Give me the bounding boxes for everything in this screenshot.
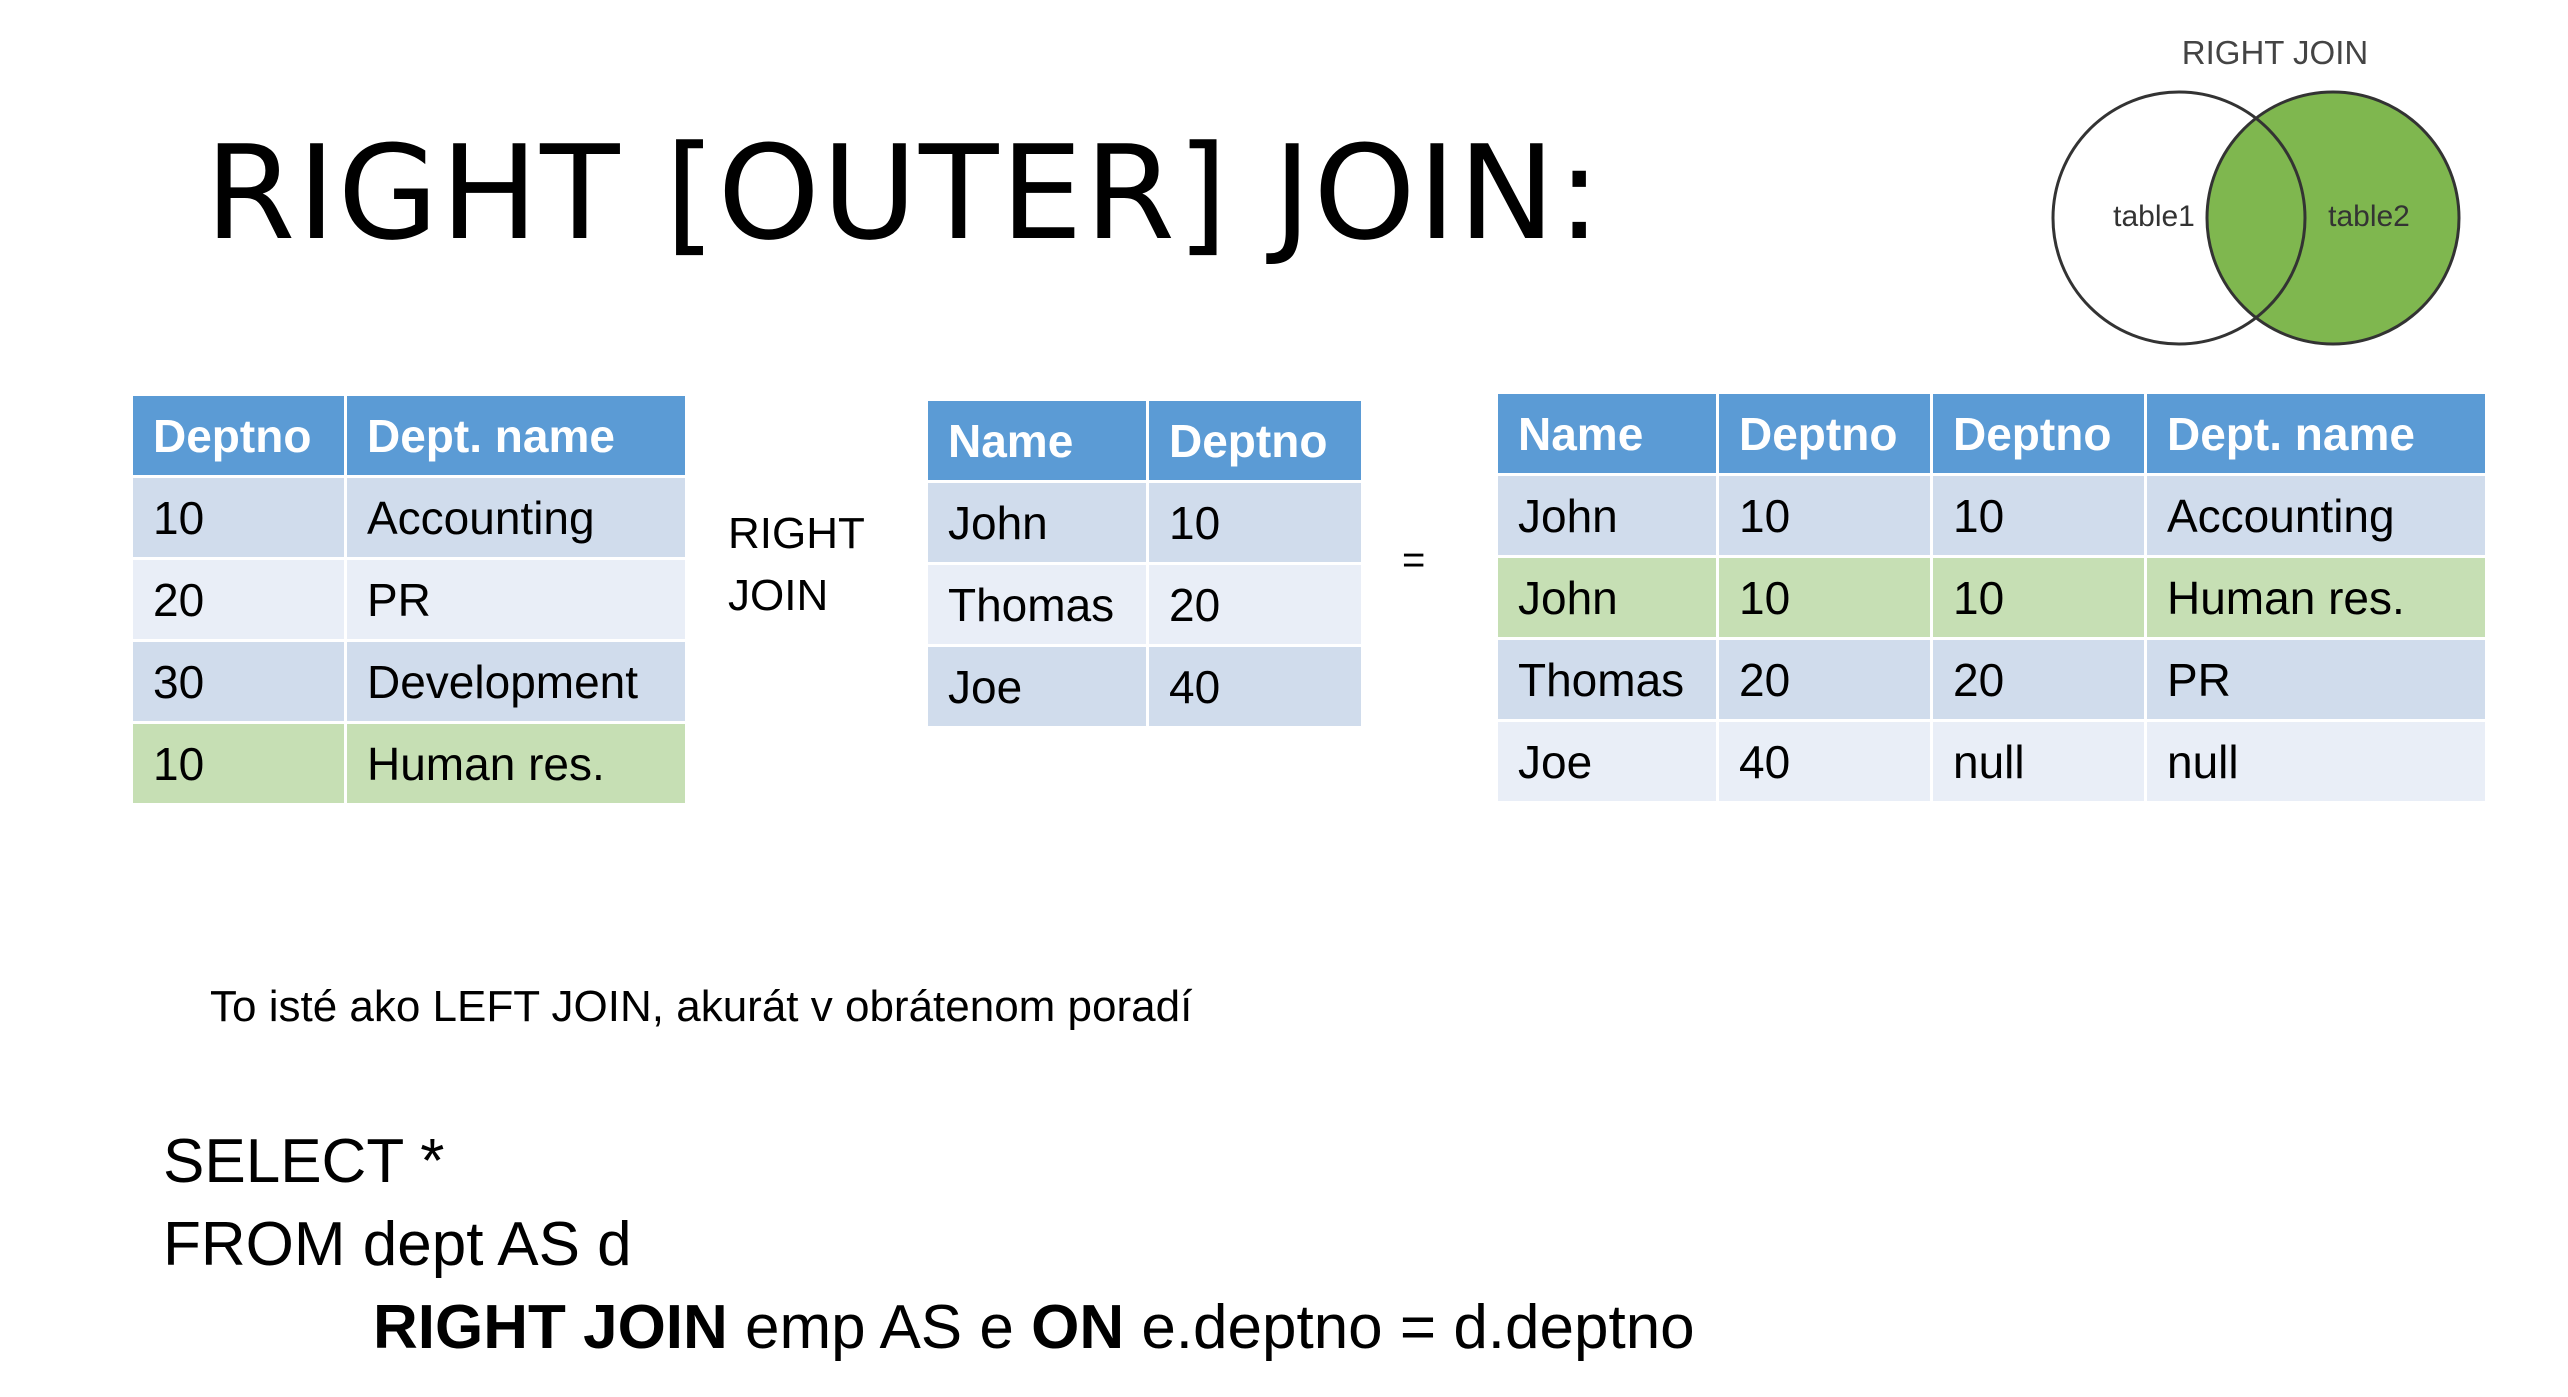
explanation-note: To isté ako LEFT JOIN, akurát v obráteno… (210, 982, 1193, 1031)
sql-line-from: FROM dept AS d (163, 1210, 632, 1279)
table-cell: 10 (1716, 555, 1933, 640)
table-cell: 10 (1146, 480, 1364, 565)
sql-line-select: SELECT * (163, 1127, 445, 1196)
header-cell: Dept. name (344, 393, 688, 478)
result-table: Name Deptno Deptno Dept. name John 10 10… (1495, 391, 2488, 804)
table-cell: Thomas (925, 562, 1149, 647)
header-cell: Name (1495, 391, 1719, 476)
table-cell: 20 (130, 557, 347, 642)
sql-table-emp: emp AS e (727, 1293, 1032, 1362)
table-cell: Thomas (1495, 637, 1719, 722)
table-cell: 20 (1930, 637, 2147, 722)
header-cell: Deptno (130, 393, 347, 478)
operator-line: RIGHT (728, 509, 865, 558)
table-cell: Accounting (344, 475, 688, 560)
table-header-row: Deptno Dept. name (130, 393, 688, 478)
table-row-highlighted: 10 Human res. (130, 721, 688, 806)
venn-right-label: table2 (2328, 200, 2410, 233)
table-cell: 20 (1716, 637, 1933, 722)
table-row: Joe 40 (925, 644, 1364, 729)
table-row: John 10 10 Accounting (1495, 473, 2488, 558)
table-row: Thomas 20 20 PR (1495, 637, 2488, 722)
table-cell: Accounting (2144, 473, 2488, 558)
table-row-highlighted: John 10 10 Human res. (1495, 555, 2488, 640)
table-cell: 40 (1146, 644, 1364, 729)
venn-right-circle (2205, 90, 2461, 346)
table-row: 10 Accounting (130, 475, 688, 560)
table-row: Joe 40 null null (1495, 719, 2488, 804)
table-cell: John (925, 480, 1149, 565)
table-row: Thomas 20 (925, 562, 1364, 647)
venn-left-circle (2051, 90, 2307, 346)
header-cell: Deptno (1716, 391, 1933, 476)
table-cell: Development (344, 639, 688, 724)
sql-keyword-on: ON (1031, 1293, 1125, 1362)
venn-caption: RIGHT JOIN (2181, 34, 2369, 71)
table-cell: 20 (1146, 562, 1364, 647)
equals-sign: = (1402, 538, 1426, 582)
table-row: John 10 (925, 480, 1364, 565)
sql-line-join: RIGHT JOIN emp AS e ON e.deptno = d.dept… (163, 1286, 1695, 1369)
sql-keyword-right-join: RIGHT JOIN (373, 1293, 728, 1362)
venn-left-label: table1 (2113, 200, 2195, 233)
slide-title: RIGHT [OUTER] JOIN: (205, 117, 1604, 269)
table-cell: null (2144, 719, 2488, 804)
table-cell: 30 (130, 639, 347, 724)
table-header-row: Name Deptno (925, 398, 1364, 483)
table-cell: John (1495, 473, 1719, 558)
dept-table: Deptno Dept. name 10 Accounting 20 PR 30… (130, 393, 688, 806)
join-operator-label: RIGHT JOIN (728, 503, 888, 627)
sql-code-block: SELECT * FROM dept AS d RIGHT JOIN emp A… (163, 1120, 1695, 1369)
operator-line: JOIN (728, 571, 829, 620)
table-cell: null (1930, 719, 2147, 804)
table-cell: Human res. (344, 721, 688, 806)
header-cell: Deptno (1930, 391, 2147, 476)
table-cell: John (1495, 555, 1719, 640)
table-row: 30 Development (130, 639, 688, 724)
table-cell: Joe (1495, 719, 1719, 804)
header-cell: Deptno (1146, 398, 1364, 483)
table-cell: 10 (1930, 555, 2147, 640)
table-cell: 40 (1716, 719, 1933, 804)
table-cell: Joe (925, 644, 1149, 729)
emp-table: Name Deptno John 10 Thomas 20 Joe 40 (925, 398, 1364, 729)
table-cell: 10 (1930, 473, 2147, 558)
header-cell: Dept. name (2144, 391, 2488, 476)
sql-join-condition: e.deptno = d.deptno (1124, 1293, 1695, 1362)
table-cell: 10 (130, 721, 347, 806)
table-header-row: Name Deptno Deptno Dept. name (1495, 391, 2488, 476)
table-cell: 10 (1716, 473, 1933, 558)
header-cell: Name (925, 398, 1149, 483)
table-row: 20 PR (130, 557, 688, 642)
table-cell: 10 (130, 475, 347, 560)
venn-diagram: table1 table2 (2051, 90, 2461, 346)
table-cell: Human res. (2144, 555, 2488, 640)
table-cell: PR (2144, 637, 2488, 722)
table-cell: PR (344, 557, 688, 642)
